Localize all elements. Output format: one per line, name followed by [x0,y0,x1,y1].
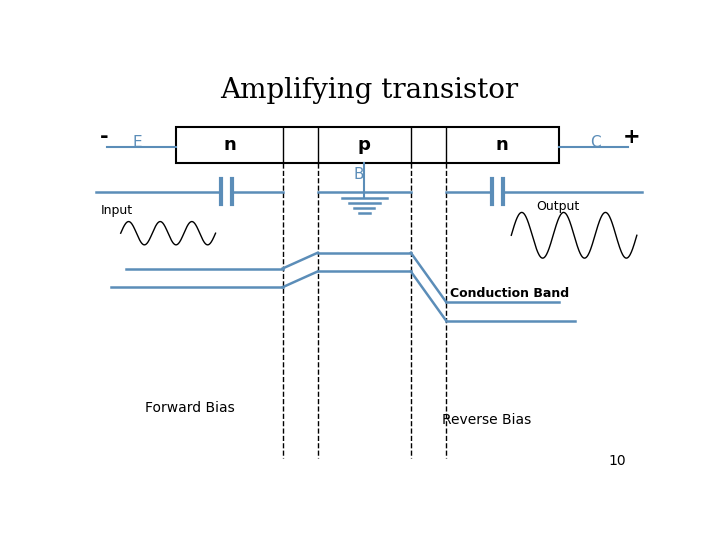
Text: -: - [99,127,108,147]
Text: p: p [358,136,371,154]
Text: Reverse Bias: Reverse Bias [441,413,531,427]
Text: E: E [132,135,143,150]
Text: C: C [590,135,600,150]
Text: Forward Bias: Forward Bias [145,401,235,415]
Text: B: B [354,167,364,181]
Text: n: n [223,136,236,154]
Text: +: + [623,127,640,147]
Text: Input: Input [101,204,133,217]
Text: Conduction Band: Conduction Band [450,287,569,300]
Text: Amplifying transistor: Amplifying transistor [220,77,518,104]
Bar [176,127,559,163]
Text: Output: Output [536,200,580,213]
Text: n: n [496,136,509,154]
Text: 10: 10 [608,454,626,468]
